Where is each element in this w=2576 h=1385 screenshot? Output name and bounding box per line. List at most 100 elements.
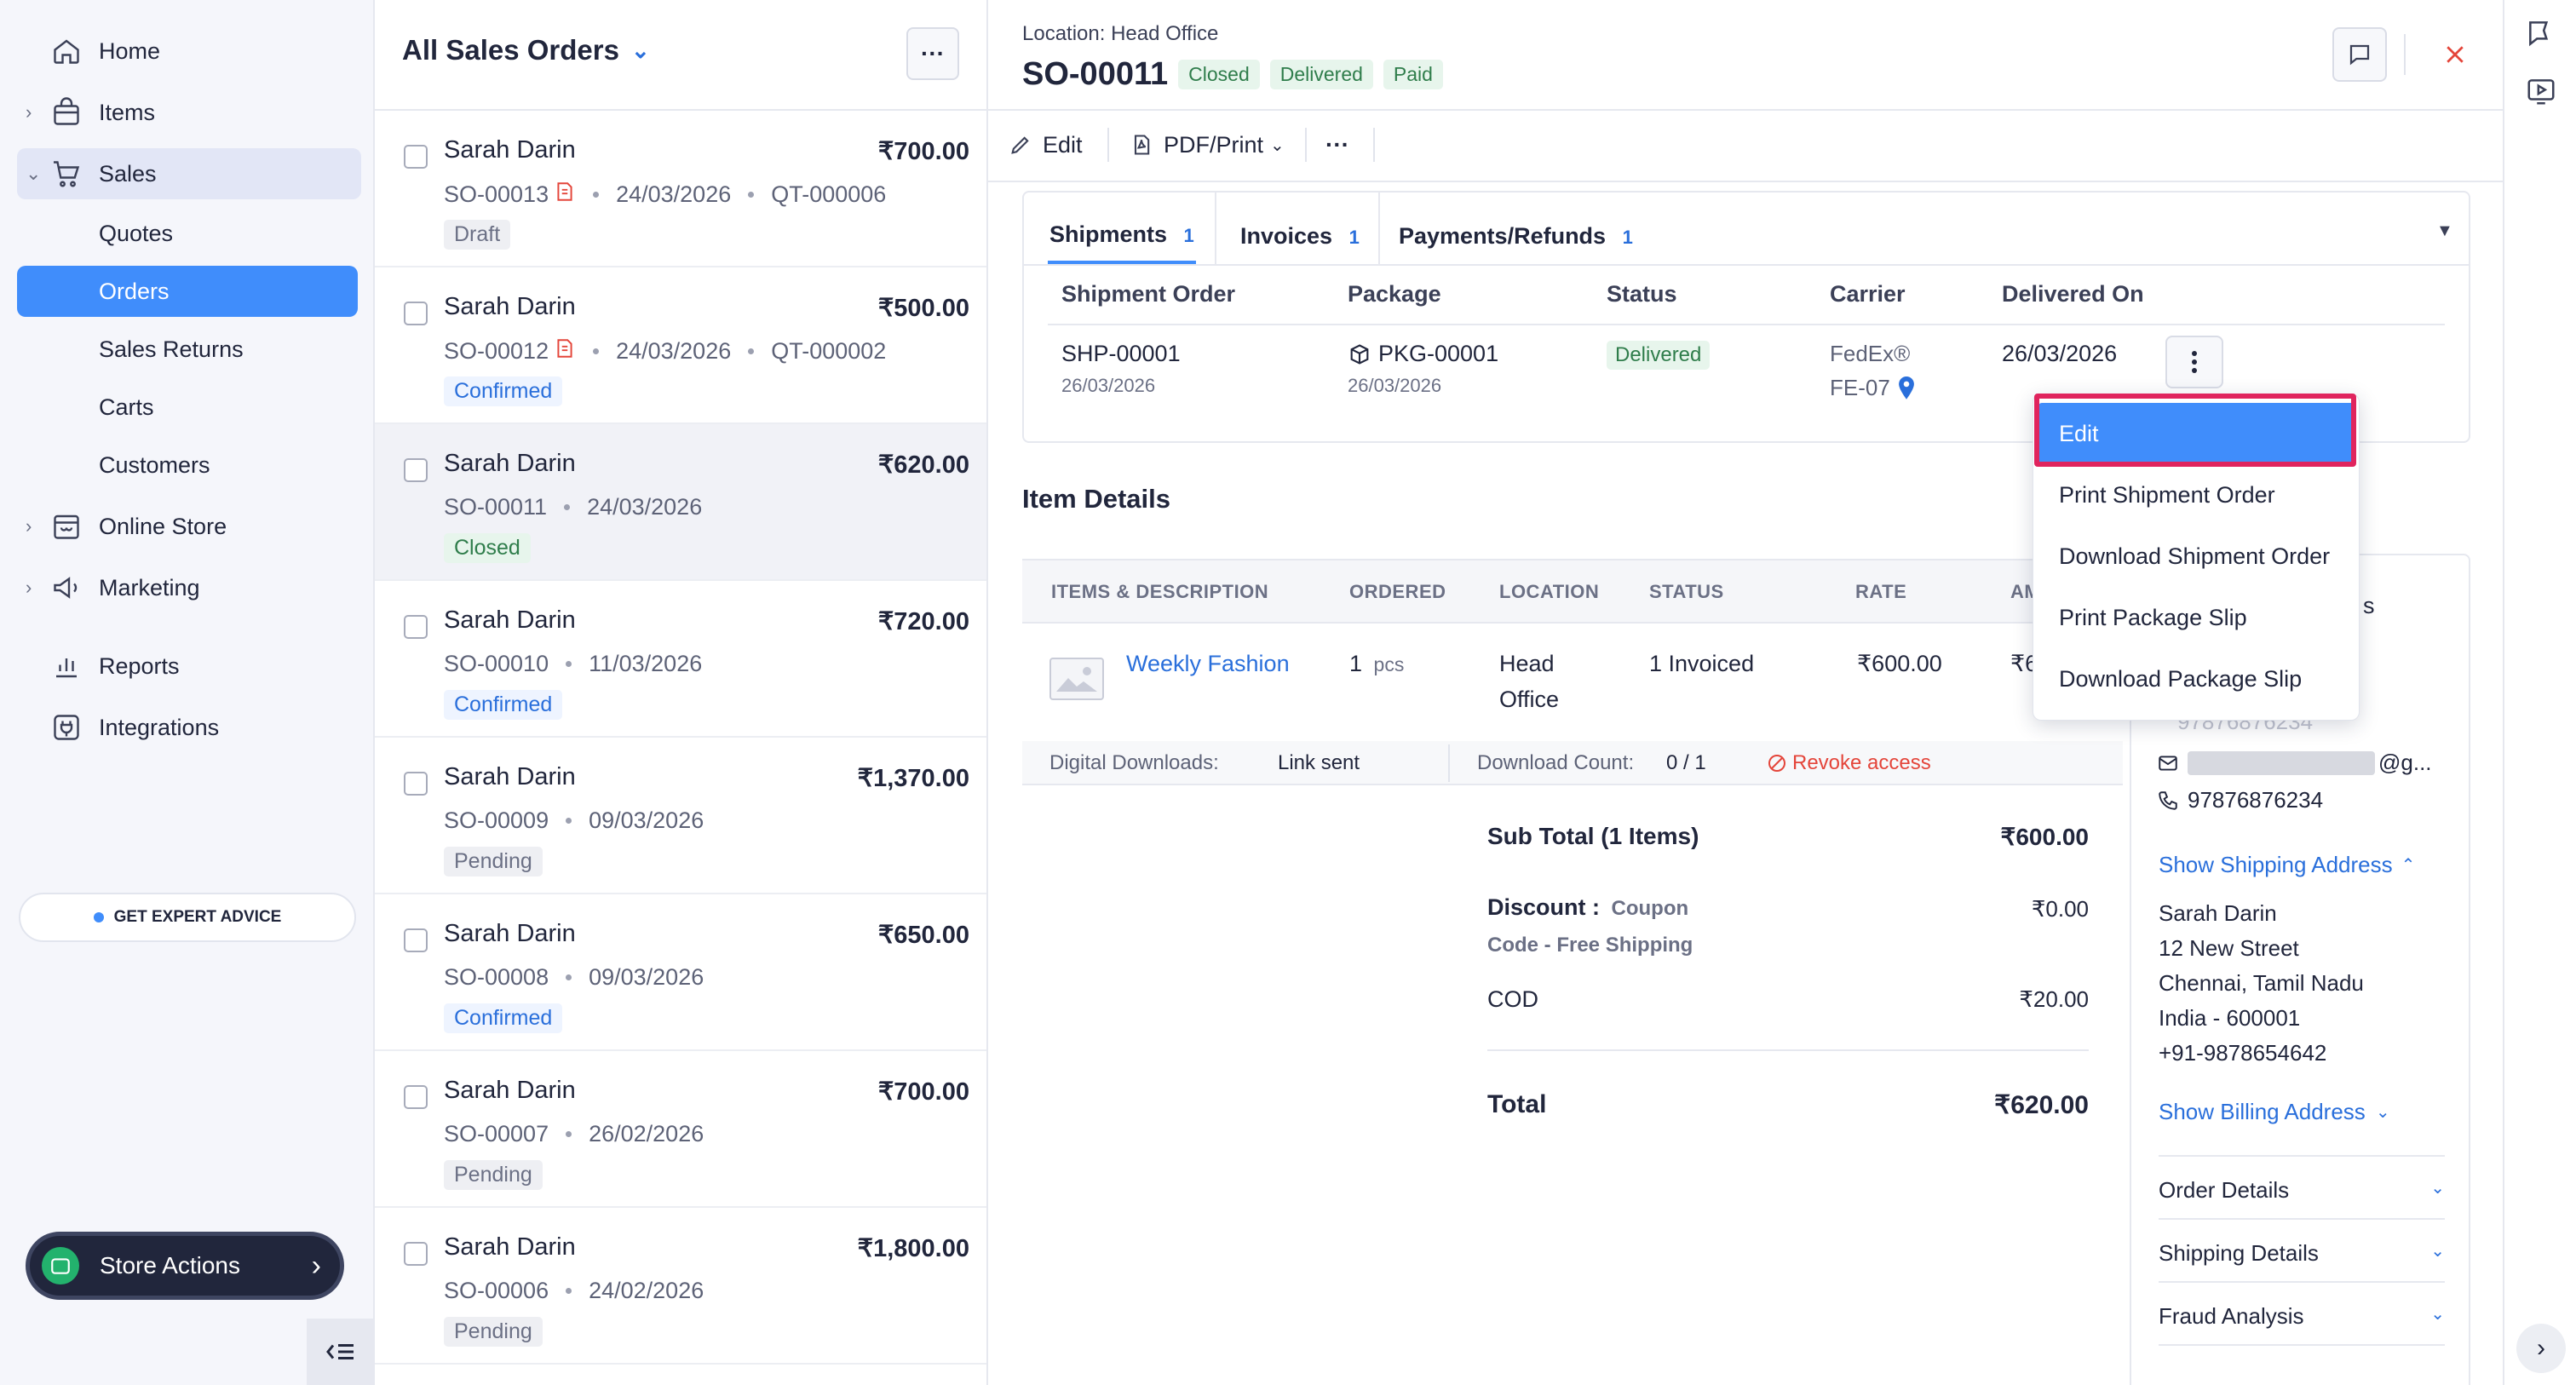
- sidebar-item-label: Sales Returns: [99, 336, 244, 362]
- shipment-row-menu-button[interactable]: [2165, 336, 2223, 388]
- expert-advice-button[interactable]: GET EXPERT ADVICE: [19, 893, 356, 942]
- order-number: SO-00009: [444, 807, 549, 833]
- quote-number: QT-000002: [771, 338, 887, 364]
- list-item[interactable]: Sarah Darin ₹1,800.00 SO-00006 24/02/2026 Pe…: [375, 1208, 986, 1365]
- sidebar-item-marketing[interactable]: › Marketing: [17, 562, 361, 613]
- list-item[interactable]: Sarah Darin ₹620.00 SO-00011 24/03/2026 Clos…: [375, 424, 986, 581]
- sidebar-item-items[interactable]: › Items: [17, 87, 361, 138]
- menu-item-edit[interactable]: Edit: [2038, 403, 2355, 464]
- row-checkbox[interactable]: [404, 458, 428, 482]
- close-button[interactable]: [2436, 36, 2474, 73]
- tab-label: Invoices: [1240, 223, 1333, 249]
- tab-shipments[interactable]: Shipments 1: [1049, 221, 1194, 248]
- collapse-card-button[interactable]: ▼: [2436, 221, 2453, 241]
- pdf-print-button[interactable]: PDF/Print ⌄: [1130, 126, 1285, 164]
- order-amount: ₹620.00: [877, 451, 969, 479]
- mail-icon: [2157, 752, 2179, 774]
- section-label: Shipping Details: [2159, 1240, 2319, 1266]
- sidebar-item-sales-returns[interactable]: Sales Returns: [17, 324, 358, 375]
- menu-item-download-package-slip[interactable]: Download Package Slip: [2033, 648, 2360, 710]
- column-header: ITEMS & DESCRIPTION: [1051, 581, 1269, 602]
- separator-dot: [593, 192, 600, 198]
- customer-email[interactable]: @g...: [2157, 750, 2432, 776]
- orders-list-panel: All Sales Orders ⌄ ··· Sarah Darin ₹700.0…: [375, 0, 988, 1385]
- show-billing-address-toggle[interactable]: Show Billing Address ⌄: [2159, 1099, 2390, 1125]
- sidebar-item-sales[interactable]: ⌄ Sales: [17, 148, 361, 199]
- comments-button[interactable]: [2332, 27, 2387, 82]
- sidebar-item-label: Reports: [99, 652, 180, 679]
- more-actions-button[interactable]: ···: [1325, 126, 1349, 164]
- list-item[interactable]: Sarah Darin ₹1,370.00 SO-00009 09/03/2026 Pe…: [375, 738, 986, 894]
- separator-dot: [566, 974, 572, 980]
- row-checkbox[interactable]: [404, 1242, 428, 1266]
- item-name-link[interactable]: Weekly Fashion: [1126, 651, 1290, 676]
- menu-item-download-shipment-order[interactable]: Download Shipment Order: [2033, 526, 2360, 587]
- list-more-button[interactable]: ···: [906, 27, 959, 80]
- shipment-order-number[interactable]: SHP-00001: [1061, 341, 1181, 366]
- row-checkbox[interactable]: [404, 145, 428, 169]
- video-tutorial-button[interactable]: [2525, 75, 2557, 107]
- chevron-down-icon: ⌄: [2430, 1305, 2445, 1324]
- order-details-section[interactable]: Order Details ⌄: [2159, 1177, 2445, 1204]
- collapse-icon: [325, 1340, 356, 1364]
- cod-label: COD: [1487, 986, 1538, 1012]
- row-checkbox[interactable]: [404, 928, 428, 952]
- row-checkbox[interactable]: [404, 1085, 428, 1109]
- feedback-button[interactable]: [2525, 17, 2557, 49]
- list-view-selector[interactable]: All Sales Orders ⌄: [402, 34, 650, 66]
- customer-phone[interactable]: 97876876234: [2157, 787, 2323, 813]
- package-cell[interactable]: PKG-00001: [1348, 341, 1498, 367]
- show-shipping-address-toggle[interactable]: Show Shipping Address ⌃: [2159, 852, 2415, 878]
- row-checkbox[interactable]: [404, 302, 428, 325]
- row-checkbox[interactable]: [404, 772, 428, 796]
- column-header: STATUS: [1649, 581, 1724, 602]
- sidebar-item-orders[interactable]: Orders: [17, 266, 358, 317]
- menu-item-print-shipment-order[interactable]: Print Shipment Order: [2033, 464, 2360, 526]
- sidebar-item-integrations[interactable]: Integrations: [17, 702, 361, 753]
- total-value: ₹620.00: [1994, 1091, 2089, 1119]
- list-item[interactable]: Sarah Darin ₹500.00 SO-00012 24/03/2026 QT-0…: [375, 267, 986, 424]
- quote-flag-icon: [554, 337, 576, 365]
- chevron-down-icon: ⌄: [2375, 1103, 2390, 1122]
- customer-name: Sarah Darin: [444, 1077, 576, 1104]
- triangle-down-icon: ▼: [2436, 221, 2453, 240]
- order-header: SO-00011 Closed Delivered Paid: [1022, 56, 1443, 93]
- address-line: Sarah Darin: [2159, 900, 2277, 926]
- carrier-code-cell[interactable]: FE-07: [1830, 375, 1916, 401]
- divider: [988, 181, 2504, 182]
- collapse-sidebar-button[interactable]: [307, 1319, 375, 1385]
- shipping-details-section[interactable]: Shipping Details ⌄: [2159, 1240, 2445, 1267]
- shipment-order-date: 26/03/2026: [1061, 375, 1156, 396]
- section-title-partial: s: [2363, 593, 2375, 618]
- sidebar-item-customers[interactable]: Customers: [17, 440, 358, 491]
- store-actions-button[interactable]: Store Actions ›: [26, 1232, 344, 1300]
- divider: [1024, 264, 2469, 266]
- sidebar-item-label: Sales: [99, 160, 157, 187]
- row-checkbox[interactable]: [404, 615, 428, 639]
- list-item[interactable]: Sarah Darin ₹650.00 SO-00008 09/03/2026 Conf…: [375, 894, 986, 1051]
- fraud-analysis-section[interactable]: Fraud Analysis ⌄: [2159, 1303, 2445, 1330]
- sidebar-item-carts[interactable]: Carts: [17, 382, 358, 433]
- sidebar-item-reports[interactable]: Reports: [17, 641, 361, 692]
- expand-rail-button[interactable]: ›: [2516, 1324, 2566, 1373]
- sidebar-item-home[interactable]: Home: [17, 26, 361, 77]
- tab-payments-refunds[interactable]: Payments/Refunds 1: [1399, 223, 1633, 250]
- sidebar-item-label: Carts: [99, 394, 154, 420]
- qty-unit: pcs: [1373, 653, 1405, 675]
- sidebar-item-online-store[interactable]: › Online Store: [17, 501, 361, 552]
- sidebar-item-quotes[interactable]: Quotes: [17, 208, 358, 259]
- edit-button[interactable]: Edit: [1009, 126, 1083, 164]
- discount-note: Coupon: [1611, 897, 1689, 920]
- column-header: Carrier: [1830, 281, 1906, 307]
- status-badge: Confirmed: [444, 376, 563, 406]
- revoke-access-link[interactable]: Revoke access: [1767, 751, 1931, 775]
- order-number: SO-00007: [444, 1121, 549, 1147]
- tab-invoices[interactable]: Invoices 1: [1240, 223, 1360, 250]
- downloads-value: Link sent: [1278, 751, 1360, 774]
- menu-item-print-package-slip[interactable]: Print Package Slip: [2033, 587, 2360, 648]
- divider: [1378, 193, 1380, 264]
- list-item[interactable]: Sarah Darin ₹700.00 SO-00007 26/02/2026 Pend…: [375, 1051, 986, 1208]
- list-title: All Sales Orders: [402, 34, 619, 66]
- list-item[interactable]: Sarah Darin ₹700.00 SO-00013 24/03/2026 QT-0…: [375, 111, 986, 267]
- list-item[interactable]: Sarah Darin ₹720.00 SO-00010 11/03/2026 Conf…: [375, 581, 986, 738]
